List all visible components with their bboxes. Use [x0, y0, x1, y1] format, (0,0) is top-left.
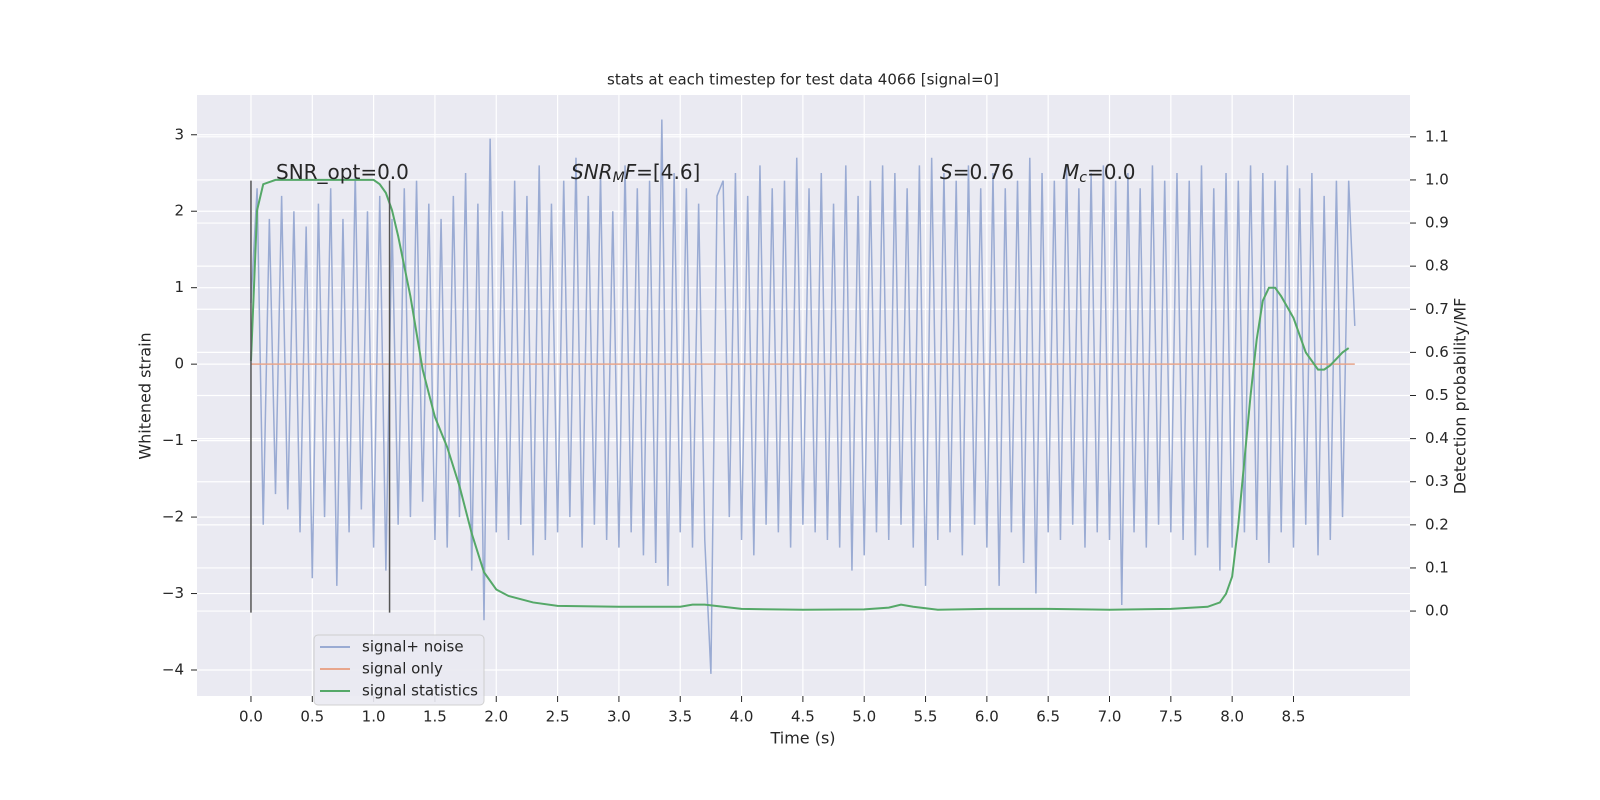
annotation: SNR_opt=0.0: [276, 160, 409, 184]
series-line: [250, 119, 1356, 674]
annotation: S=0.76: [940, 160, 1014, 184]
annotation-part: M: [613, 170, 625, 186]
y2-tick-label: 0.8: [1425, 257, 1449, 275]
x-tick-label: 7.0: [1098, 708, 1122, 726]
annotation-part: S: [940, 160, 953, 184]
annotation-part: F: [625, 160, 637, 184]
x-tick-label: 6.0: [975, 708, 999, 726]
annotation: SNRMF=[4.6]: [571, 160, 700, 187]
x-tick-label: 7.5: [1159, 708, 1183, 726]
x-tick-label: 5.0: [852, 708, 876, 726]
x-tick-label: 4.0: [730, 708, 754, 726]
annotation-part: =[4.6]: [636, 160, 700, 184]
y2-tick-label: 0.7: [1425, 300, 1449, 318]
y2-tick-label: 0.0: [1425, 602, 1449, 620]
y2-tick-label: 0.1: [1425, 558, 1449, 576]
x-tick-label: 0.5: [300, 708, 324, 726]
annotation-part: SNR_opt=0.0: [276, 160, 409, 184]
x-axis-label: Time (s): [769, 729, 835, 748]
y-tick-label: 0: [174, 355, 184, 373]
x-tick-label: 4.5: [791, 708, 815, 726]
annotation-part: c: [1079, 170, 1087, 186]
y-axis-label: Whitened strain: [136, 332, 155, 459]
y2-tick-label: 1.0: [1425, 170, 1449, 188]
y-tick-label: −1: [162, 431, 184, 449]
x-tick-label: 3.0: [607, 708, 631, 726]
axes: 0.0 0.5 1.0 1.5 2.0 2.5 3.0 3.5 4.0 4.5 5.0 5.5 6.0 6…: [162, 125, 1449, 725]
x-tick-label: 5.5: [914, 708, 938, 726]
y-tick-label: −4: [162, 661, 184, 679]
annotation-part: =0.0: [1087, 160, 1136, 184]
x-tick-label: 0.0: [239, 708, 263, 726]
x-tick-label: 3.5: [668, 708, 692, 726]
x-tick-label: 1.5: [423, 708, 447, 726]
chart-title: stats at each timestep for test data 406…: [607, 71, 999, 89]
y-tick-label: −2: [162, 508, 184, 526]
legend-label: signal statistics: [362, 682, 478, 700]
x-tick-label: 1.0: [362, 708, 386, 726]
x-tick-label: 2.5: [546, 708, 570, 726]
annotation-part: SNR: [571, 160, 613, 184]
x-tick-label: 8.0: [1220, 708, 1244, 726]
y-tick-label: 3: [174, 125, 184, 143]
y2-tick-label: 0.5: [1425, 386, 1449, 404]
y2-tick-label: 1.1: [1425, 127, 1449, 145]
x-tick-label: 6.5: [1036, 708, 1060, 726]
annotation-part: M: [1062, 160, 1079, 184]
y-tick-label: 1: [174, 278, 184, 296]
grid: [197, 95, 1410, 696]
y2-axis-label: Detection probability/MF: [1451, 298, 1470, 495]
y2-tick-label: 0.9: [1425, 214, 1449, 232]
annotation: Mc=0.0: [1062, 160, 1136, 187]
series-line: [249, 178, 1350, 611]
marks: [249, 119, 1356, 674]
x-tick-label: 2.0: [484, 708, 508, 726]
legend-box: [313, 634, 485, 706]
annotation-part: =0.76: [953, 160, 1014, 184]
y2-tick-label: 0.4: [1425, 429, 1449, 447]
y-tick-label: −3: [162, 584, 184, 602]
y2-tick-label: 0.2: [1425, 515, 1449, 533]
y2-tick-label: 0.6: [1425, 343, 1449, 361]
x-tick-label: 8.5: [1282, 708, 1306, 726]
y2-tick-label: 0.3: [1425, 472, 1449, 490]
legend: signal+ noise signal only signal statistic…: [313, 634, 485, 706]
legend-label: signal only: [362, 660, 443, 678]
legend-label: signal+ noise: [362, 638, 464, 656]
y-tick-label: 2: [174, 202, 184, 220]
